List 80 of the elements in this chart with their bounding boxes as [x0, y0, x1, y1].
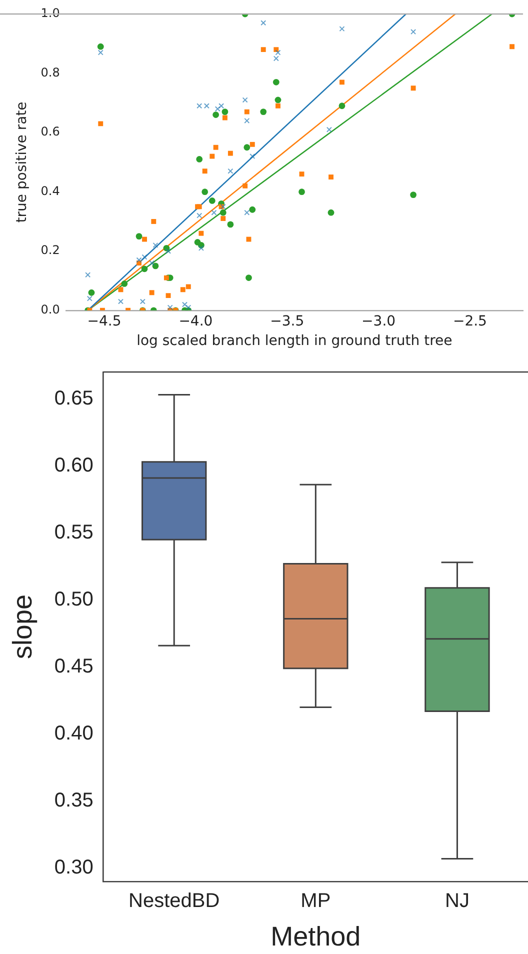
x-axis-title: log scaled branch length in ground truth tree — [136, 333, 452, 350]
x-tick-label: −4.0 — [178, 313, 213, 330]
point — [246, 274, 252, 281]
point — [118, 287, 124, 292]
y-tick-label: 0.4 — [40, 184, 60, 198]
point — [213, 144, 218, 150]
y-tick-label: 0.55 — [54, 521, 94, 544]
x-tick-label: −3.0 — [362, 313, 396, 330]
point — [121, 280, 128, 287]
point — [196, 156, 203, 162]
y-tick-label: 0.50 — [54, 588, 94, 610]
point — [328, 174, 334, 180]
x-tick-label: NJ — [444, 890, 470, 912]
y-tick-label: 0.35 — [54, 790, 94, 812]
point — [228, 150, 233, 156]
y-tick-label: 0.65 — [54, 387, 94, 410]
point — [136, 260, 142, 266]
point — [260, 108, 267, 116]
point — [202, 188, 208, 196]
point — [510, 44, 515, 50]
point — [328, 209, 334, 216]
point — [166, 293, 171, 298]
x-tick-label: −3.5 — [270, 313, 304, 330]
point — [151, 219, 156, 224]
point — [272, 78, 280, 86]
point — [250, 142, 255, 147]
point — [163, 244, 170, 252]
point — [180, 287, 186, 292]
point — [210, 154, 215, 159]
y-tick-label: 0.40 — [54, 722, 94, 745]
point — [340, 80, 344, 85]
point — [274, 47, 279, 52]
point — [152, 262, 159, 270]
x-axis-title: Method — [270, 921, 361, 952]
point — [186, 284, 191, 290]
point — [220, 216, 226, 221]
point — [198, 242, 204, 248]
point — [410, 86, 416, 91]
y-tick-label: 0.8 — [40, 65, 60, 80]
y-tick-label: 0.60 — [54, 454, 94, 476]
x-tick-label: −4.5 — [87, 313, 122, 330]
point — [227, 221, 234, 228]
point — [222, 115, 228, 120]
point — [98, 121, 104, 126]
point — [244, 144, 250, 151]
point — [250, 154, 256, 160]
point — [260, 47, 266, 52]
y-axis-title: true positive rate — [14, 102, 30, 223]
point — [249, 206, 256, 213]
point — [97, 43, 104, 50]
point — [88, 289, 95, 296]
y-tick-label: 0.45 — [54, 656, 94, 678]
point — [198, 230, 204, 236]
point — [142, 254, 148, 260]
point — [298, 188, 305, 196]
y-tick-label: 0.2 — [40, 243, 60, 258]
point — [141, 266, 148, 272]
point — [164, 275, 169, 280]
x-tick-label: −2.5 — [452, 313, 487, 330]
point — [274, 96, 282, 104]
x-tick-label: NestedBD — [128, 890, 220, 912]
point — [242, 183, 248, 188]
x-tick-label: MP — [300, 890, 331, 912]
point — [212, 112, 220, 118]
point — [338, 102, 346, 110]
y-tick-label: 0.30 — [54, 856, 94, 879]
point — [202, 168, 208, 174]
point — [142, 236, 147, 242]
point — [244, 109, 250, 114]
point — [149, 290, 154, 296]
y-tick-label: 0.6 — [40, 124, 60, 139]
point — [410, 192, 416, 198]
point — [136, 233, 142, 240]
point — [220, 209, 226, 216]
y-tick-label: 0.0 — [40, 302, 60, 317]
point — [299, 172, 304, 177]
y-axis-title: slope — [8, 594, 38, 660]
point — [208, 198, 216, 204]
point — [276, 103, 280, 108]
point — [222, 108, 228, 116]
